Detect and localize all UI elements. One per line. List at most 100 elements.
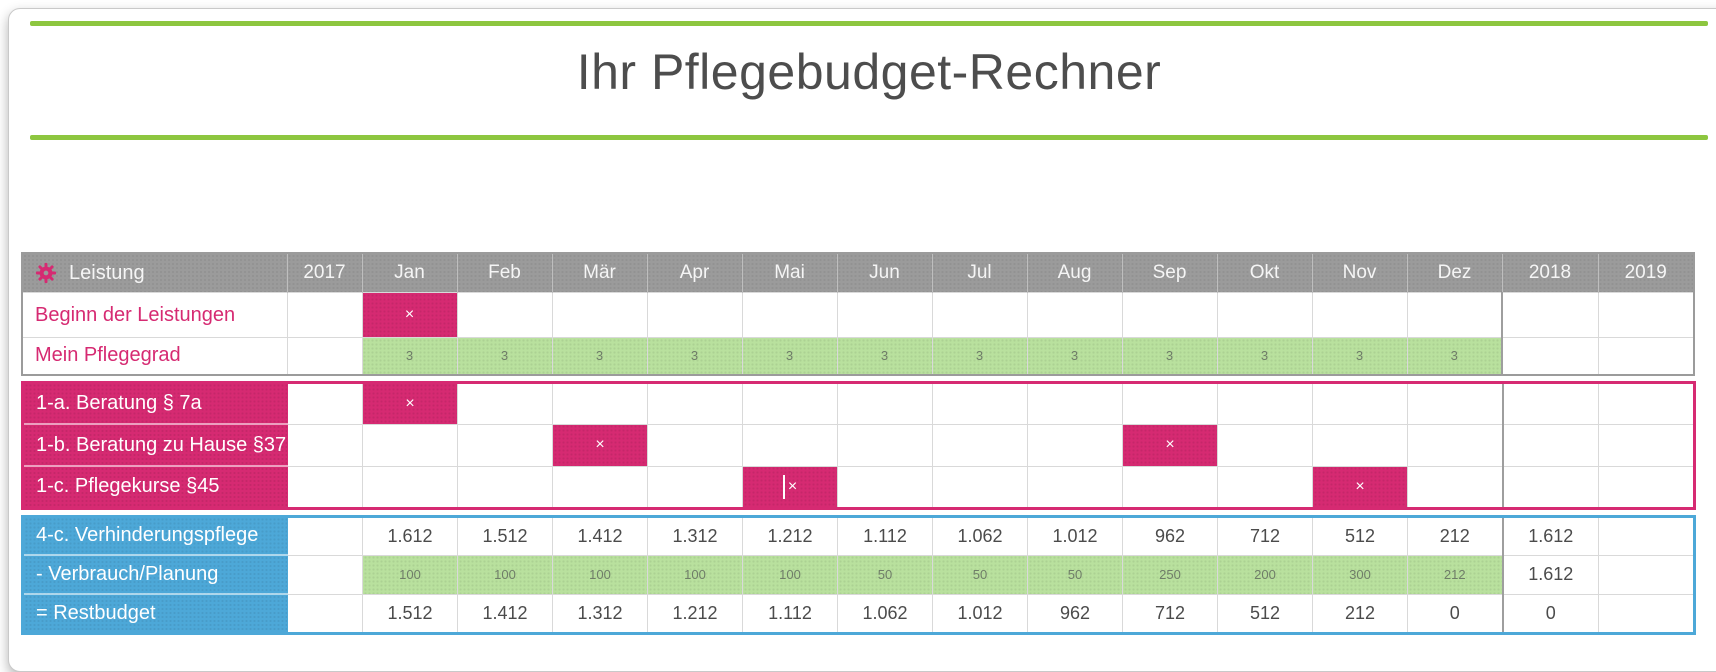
cell-mein-pflegegrad-Dez[interactable]: 3 [1406,337,1503,375]
cell-beginn-der-leistungen-Sep[interactable] [1121,292,1218,338]
cell-beginn-der-leistungen-Mai[interactable] [741,292,838,338]
cell-verbrauch-planung-Dez[interactable]: 212 [1407,554,1503,595]
cell-beginn-der-leistungen-Okt[interactable] [1216,292,1313,338]
cell-1-b-beratung-zu-hause-37-2018[interactable] [1501,423,1599,467]
cell-1-b-beratung-zu-hause-37-Nov[interactable] [1312,423,1408,467]
cell-1-a-beratung-7a-Nov[interactable] [1312,381,1408,425]
cell-verbrauch-planung-Jun[interactable]: 50 [837,554,933,595]
cell-beginn-der-leistungen-Jan[interactable]: × [361,292,458,338]
cell-1-b-beratung-zu-hause-37-Jan[interactable] [362,423,458,467]
cell-1-c-pflegekurse-45-2017[interactable] [287,465,363,509]
cell-beginn-der-leistungen-Apr[interactable] [646,292,743,338]
cell-verbrauch-planung-Mai[interactable]: 100 [742,554,838,595]
cell-beginn-der-leistungen-2017[interactable] [286,292,363,338]
cell-mein-pflegegrad-Apr[interactable]: 3 [646,337,743,375]
cell-1-a-beratung-7a-Sep[interactable] [1122,381,1218,425]
cell-mein-pflegegrad-Sep[interactable]: 3 [1121,337,1218,375]
cell-1-a-beratung-7a-Apr[interactable] [647,381,743,425]
cell-beginn-der-leistungen-2018[interactable] [1501,292,1599,338]
cell-1-c-pflegekurse-45-Nov[interactable]: × [1312,465,1408,509]
cell-mein-pflegegrad-Aug[interactable]: 3 [1026,337,1123,375]
cell-1-c-pflegekurse-45-Jan[interactable] [362,465,458,509]
cell-restbudget-Aug: 962 [1027,593,1123,634]
row-label-mein-pflegegrad: Mein Pflegegrad [21,337,288,375]
cell-1-a-beratung-7a-Feb[interactable] [457,381,553,425]
cell-mein-pflegegrad-Feb[interactable]: 3 [456,337,553,375]
cell-1-c-pflegekurse-45-Dez[interactable] [1407,465,1503,509]
cell-1-b-beratung-zu-hause-37-Jul[interactable] [932,423,1028,467]
cell-1-b-beratung-zu-hause-37-2017[interactable] [287,423,363,467]
cell-1-a-beratung-7a-2017[interactable] [287,381,363,425]
column-header-Jul: Jul [932,253,1028,293]
cell-1-a-beratung-7a-Jan[interactable]: × [362,381,458,425]
row-label-1-c-pflegekurse-45: 1-c. Pflegekurse §45 [22,465,288,509]
cell-1-a-beratung-7a-2018[interactable] [1501,381,1599,425]
cell-1-b-beratung-zu-hause-37-Sep[interactable]: × [1122,423,1218,467]
cell-mein-pflegegrad-Mär[interactable]: 3 [551,337,648,375]
cell-mein-pflegegrad-Okt[interactable]: 3 [1216,337,1313,375]
cell-1-a-beratung-7a-Okt[interactable] [1217,381,1313,425]
cell-1-b-beratung-zu-hause-37-Dez[interactable] [1407,423,1503,467]
cell-verbrauch-planung-Sep[interactable]: 250 [1122,554,1218,595]
cell-beginn-der-leistungen-Nov[interactable] [1311,292,1408,338]
cell-1-b-beratung-zu-hause-37-2019[interactable] [1598,423,1695,467]
cell-1-c-pflegekurse-45-Feb[interactable] [457,465,553,509]
cell-verbrauch-planung-Feb[interactable]: 100 [457,554,553,595]
gear-icon[interactable] [35,262,69,284]
cell-mein-pflegegrad-2018[interactable] [1501,337,1599,375]
cell-verbrauch-planung-Aug[interactable]: 50 [1027,554,1123,595]
cell-1-c-pflegekurse-45-Aug[interactable] [1027,465,1123,509]
cell-beginn-der-leistungen-Feb[interactable] [456,292,553,338]
cell-1-b-beratung-zu-hause-37-Mär[interactable]: × [552,423,648,467]
cell-mein-pflegegrad-Jan[interactable]: 3 [361,337,458,375]
cell-1-c-pflegekurse-45-2019[interactable] [1598,465,1695,509]
cell-1-c-pflegekurse-45-Apr[interactable] [647,465,743,509]
cell-1-c-pflegekurse-45-Jun[interactable] [837,465,933,509]
cell-4-c-verhinderungspflege-Dez: 212 [1407,515,1503,556]
cell-1-a-beratung-7a-Mai[interactable] [742,381,838,425]
cell-verbrauch-planung-Jul[interactable]: 50 [932,554,1028,595]
cell-beginn-der-leistungen-Jun[interactable] [836,292,933,338]
cell-mein-pflegegrad-Nov[interactable]: 3 [1311,337,1408,375]
cell-mein-pflegegrad-2019[interactable] [1597,337,1695,375]
cell-beginn-der-leistungen-2019[interactable] [1597,292,1695,338]
cell-verbrauch-planung-2019[interactable] [1598,554,1695,595]
cell-mein-pflegegrad-Mai[interactable]: 3 [741,337,838,375]
cell-beginn-der-leistungen-Jul[interactable] [931,292,1028,338]
cell-mein-pflegegrad-2017[interactable] [286,337,363,375]
cell-mein-pflegegrad-Jul[interactable]: 3 [931,337,1028,375]
cell-1-a-beratung-7a-2019[interactable] [1598,381,1695,425]
cell-4-c-verhinderungspflege-Sep: 962 [1122,515,1218,556]
cell-1-c-pflegekurse-45-Jul[interactable] [932,465,1028,509]
cell-1-a-beratung-7a-Mär[interactable] [552,381,648,425]
cell-mein-pflegegrad-Jun[interactable]: 3 [836,337,933,375]
cell-restbudget-Jul: 1.012 [932,593,1028,634]
cell-verbrauch-planung-2018[interactable]: 1.612 [1501,554,1599,595]
cell-1-a-beratung-7a-Jul[interactable] [932,381,1028,425]
cell-1-a-beratung-7a-Aug[interactable] [1027,381,1123,425]
cell-1-b-beratung-zu-hause-37-Okt[interactable] [1217,423,1313,467]
cell-1-c-pflegekurse-45-Okt[interactable] [1217,465,1313,509]
cell-beginn-der-leistungen-Dez[interactable] [1406,292,1503,338]
cell-1-a-beratung-7a-Jun[interactable] [837,381,933,425]
cell-verbrauch-planung-Apr[interactable]: 100 [647,554,743,595]
cell-1-b-beratung-zu-hause-37-Jun[interactable] [837,423,933,467]
cell-1-a-beratung-7a-Dez[interactable] [1407,381,1503,425]
cell-1-c-pflegekurse-45-Sep[interactable] [1122,465,1218,509]
cell-verbrauch-planung-Nov[interactable]: 300 [1312,554,1408,595]
cell-beginn-der-leistungen-Aug[interactable] [1026,292,1123,338]
cell-beginn-der-leistungen-Mär[interactable] [551,292,648,338]
cell-1-c-pflegekurse-45-Mär[interactable] [552,465,648,509]
cell-verbrauch-planung-Jan[interactable]: 100 [362,554,458,595]
cell-1-c-pflegekurse-45-Mai[interactable]: × [742,465,838,509]
cell-verbrauch-planung-Mär[interactable]: 100 [552,554,648,595]
row-mein-pflegegrad: Mein Pflegegrad 3 3 3 3 3 3 3 3 3 3 3 3 [21,337,1695,375]
cell-verbrauch-planung-2017[interactable] [287,554,363,595]
cell-1-b-beratung-zu-hause-37-Aug[interactable] [1027,423,1123,467]
cell-4-c-verhinderungspflege-2019 [1598,515,1695,556]
cell-1-c-pflegekurse-45-2018[interactable] [1501,465,1599,509]
cell-1-b-beratung-zu-hause-37-Apr[interactable] [647,423,743,467]
cell-1-b-beratung-zu-hause-37-Feb[interactable] [457,423,553,467]
cell-verbrauch-planung-Okt[interactable]: 200 [1217,554,1313,595]
cell-1-b-beratung-zu-hause-37-Mai[interactable] [742,423,838,467]
